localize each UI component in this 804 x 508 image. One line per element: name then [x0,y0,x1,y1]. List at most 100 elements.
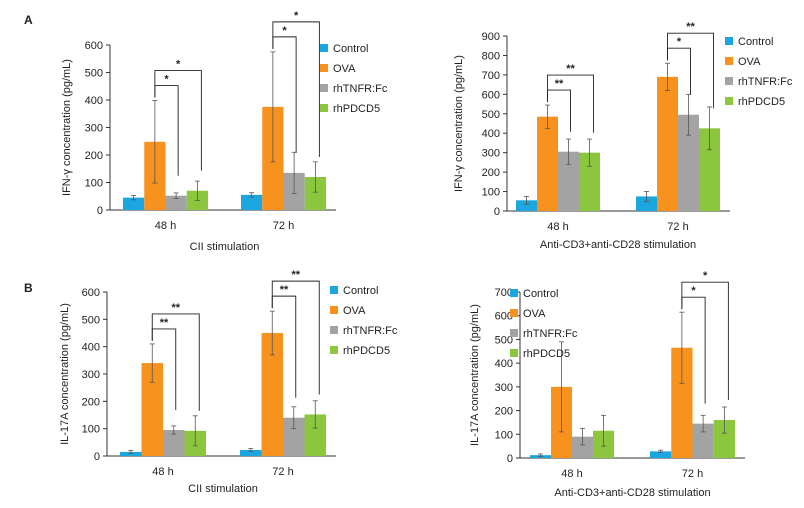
y-tick-label: 400 [82,342,100,354]
bar-control-2 [241,194,263,210]
x-tick-label: 48 h [152,466,173,478]
bar-rhtnfrfc-2 [283,417,305,456]
y-tick-label: 800 [482,50,500,62]
legend-label: Control [343,285,378,297]
y-tick-label: 300 [85,123,103,135]
y-tick-label: 200 [495,406,513,418]
y-axis-label: IL-17A concentration (pg/mL) [59,303,71,445]
legend-label: rhTNFR:Fc [343,325,398,337]
bar-rhpdcd5-1 [579,152,600,211]
bar-control-1 [123,197,145,210]
significance-label: ** [555,78,564,90]
y-tick-label: 700 [495,287,513,299]
bar-rhtnfrfc-1 [163,430,185,456]
y-tick-label: 0 [97,205,103,217]
significance-label: ** [280,284,289,296]
legend-label: rhPDCD5 [738,96,785,108]
bar-rhpdcd5-2 [713,420,735,458]
x-tick-label: 48 h [561,468,582,480]
significance-label: ** [171,302,180,314]
y-tick-label: 500 [82,314,100,326]
significance-bracket [272,21,320,157]
bar-rhtnfrfc-1 [558,151,579,211]
legend-swatch-rhtnfrfc [330,326,338,334]
x-axis-label: CII stimulation [188,483,258,495]
chart-2: 0 100 200 300 400 500 600 700 800 900 IFN-γ concen… [453,21,793,251]
legend-label: OVA [523,308,546,320]
y-tick-label: 600 [495,311,513,323]
legend-label: rhPDCD5 [523,348,570,360]
bar-ova-2 [671,347,693,458]
x-axis-label: CII stimulation [190,241,260,253]
y-tick-label: 0 [94,451,100,463]
legend-swatch-rhtnfrfc [320,84,328,92]
legend-swatch-rhpdcd5 [725,97,733,105]
legend-swatch-control [510,289,518,297]
significance-bracket [271,280,320,395]
bar-control-2 [636,196,657,211]
significance-label: ** [291,269,300,281]
y-tick-label: 100 [85,178,103,190]
significance-bracket [667,32,714,109]
significance-label: * [294,10,299,22]
y-tick-label: 400 [495,358,513,370]
legend-swatch-control [320,44,328,52]
legend-swatch-ova [725,57,733,65]
bar-rhpdcd5-2 [699,128,720,211]
y-tick-label: 500 [495,334,513,346]
legend-swatch-rhpdcd5 [330,346,338,354]
panel-label-B: B [24,281,33,295]
bar-rhtnfrfc-1 [572,436,593,458]
legend-label: Control [738,36,773,48]
y-tick-label: 200 [85,150,103,162]
y-tick-label: 200 [82,396,100,408]
legend-swatch-control [330,286,338,294]
y-tick-label: 100 [482,187,500,199]
bar-ova-2 [261,333,283,456]
y-tick-label: 500 [482,109,500,121]
legend-label: rhTNFR:Fc [333,83,388,95]
x-axis-label: Anti-CD3+anti-CD28 stimulation [554,487,710,499]
significance-label: * [677,36,682,48]
y-tick-label: 200 [482,167,500,179]
significance-label: * [164,74,169,86]
legend-swatch-control [725,37,733,45]
legend-label: OVA [343,305,366,317]
x-tick-label: 72 h [272,466,293,478]
y-tick-label: 100 [82,424,100,436]
significance-bracket [154,70,202,171]
panel-label-A: A [24,13,33,27]
x-tick-label: 72 h [273,220,294,232]
bar-ova-1 [141,363,163,456]
y-tick-label: 900 [482,31,500,43]
y-tick-label: 700 [482,70,500,82]
legend-label: Control [523,288,558,300]
chart-3: 0 100 200 300 400 500 600 IL-17A concentration … [59,269,398,495]
bar-rhtnfrfc-2 [678,114,699,211]
x-tick-label: 48 h [155,220,176,232]
significance-label: ** [566,63,575,75]
y-tick-label: 300 [482,148,500,160]
legend-swatch-ova [320,64,328,72]
legend-swatch-ova [510,309,518,317]
significance-label: * [176,59,181,71]
legend-label: rhTNFR:Fc [523,328,578,340]
x-axis-label: Anti-CD3+anti-CD28 stimulation [540,239,696,251]
legend-swatch-ova [330,306,338,314]
legend-label: rhTNFR:Fc [738,76,793,88]
y-tick-label: 600 [85,40,103,52]
y-tick-label: 0 [494,206,500,218]
legend-label: OVA [738,56,761,68]
bar-control-2 [240,449,262,456]
legend-label: OVA [333,63,356,75]
x-tick-label: 72 h [667,221,688,233]
significance-label: * [282,25,287,37]
y-axis-label: IFN-γ concentration (pg/mL) [61,59,73,196]
significance-bracket [151,313,200,411]
y-tick-label: 300 [495,382,513,394]
legend-label: rhPDCD5 [333,103,380,115]
bar-ova-2 [657,76,678,211]
x-tick-label: 48 h [547,221,568,233]
bar-rhtnfrfc-2 [692,423,714,458]
